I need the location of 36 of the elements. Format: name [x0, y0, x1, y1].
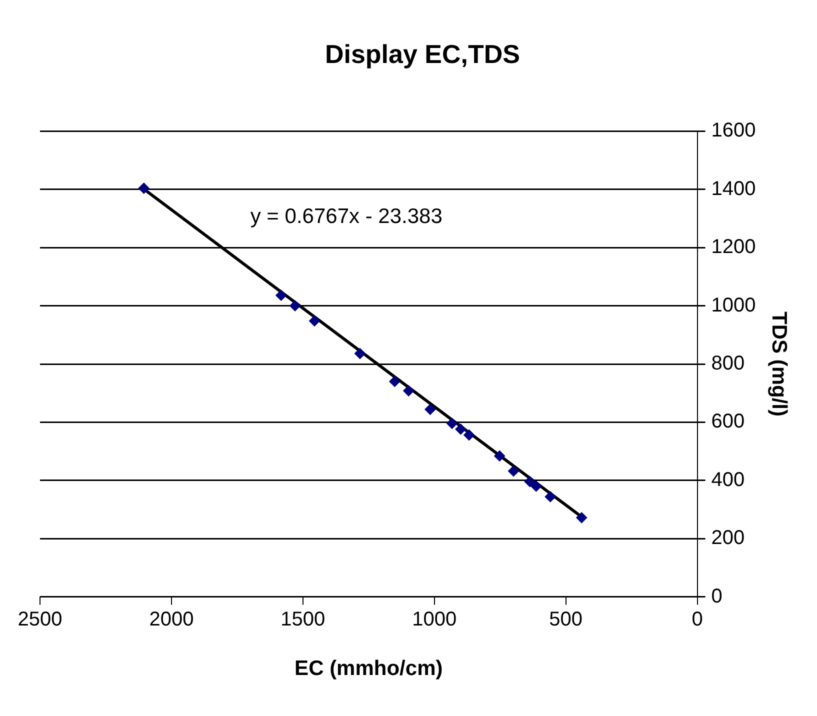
x-axis-title: EC (mmho/cm) — [294, 657, 443, 680]
point — [494, 450, 506, 462]
x-tick-label: 1500 — [280, 608, 326, 630]
point — [464, 430, 475, 441]
point — [354, 348, 366, 360]
point — [446, 418, 458, 429]
x-tick-label: 500 — [549, 608, 583, 630]
point — [508, 466, 520, 477]
point — [276, 290, 287, 301]
chart-title: Display EC,TDS — [324, 38, 520, 69]
y-axis-title: TDS (mg/l) — [768, 312, 791, 416]
point — [308, 315, 320, 326]
point — [403, 385, 414, 396]
x-tick-label: 2000 — [149, 608, 194, 630]
x-tick-label: 0 — [692, 608, 703, 630]
point — [389, 376, 400, 387]
point — [455, 424, 466, 435]
point — [576, 512, 588, 524]
x-tick-label: 2500 — [18, 608, 62, 630]
point — [524, 476, 536, 488]
y-tick-label: 1200 — [711, 236, 756, 258]
y-tick-label: 400 — [711, 468, 745, 491]
y-tick-label: 600 — [711, 410, 745, 433]
point — [138, 182, 150, 194]
point — [544, 491, 556, 502]
x-tick-label: 1000 — [412, 608, 457, 630]
annotation: y = 0.6767x - 23.383 — [250, 205, 442, 228]
point — [424, 404, 436, 415]
point — [290, 300, 301, 312]
y-tick-label: 800 — [711, 352, 745, 375]
y-tick-label: 0 — [711, 585, 722, 608]
y-tick-label: 1400 — [711, 178, 756, 200]
point — [530, 480, 542, 492]
y-tick-label: 1600 — [711, 120, 756, 142]
y-tick-label: 200 — [711, 527, 745, 550]
y-tick-label: 1000 — [711, 294, 756, 316]
